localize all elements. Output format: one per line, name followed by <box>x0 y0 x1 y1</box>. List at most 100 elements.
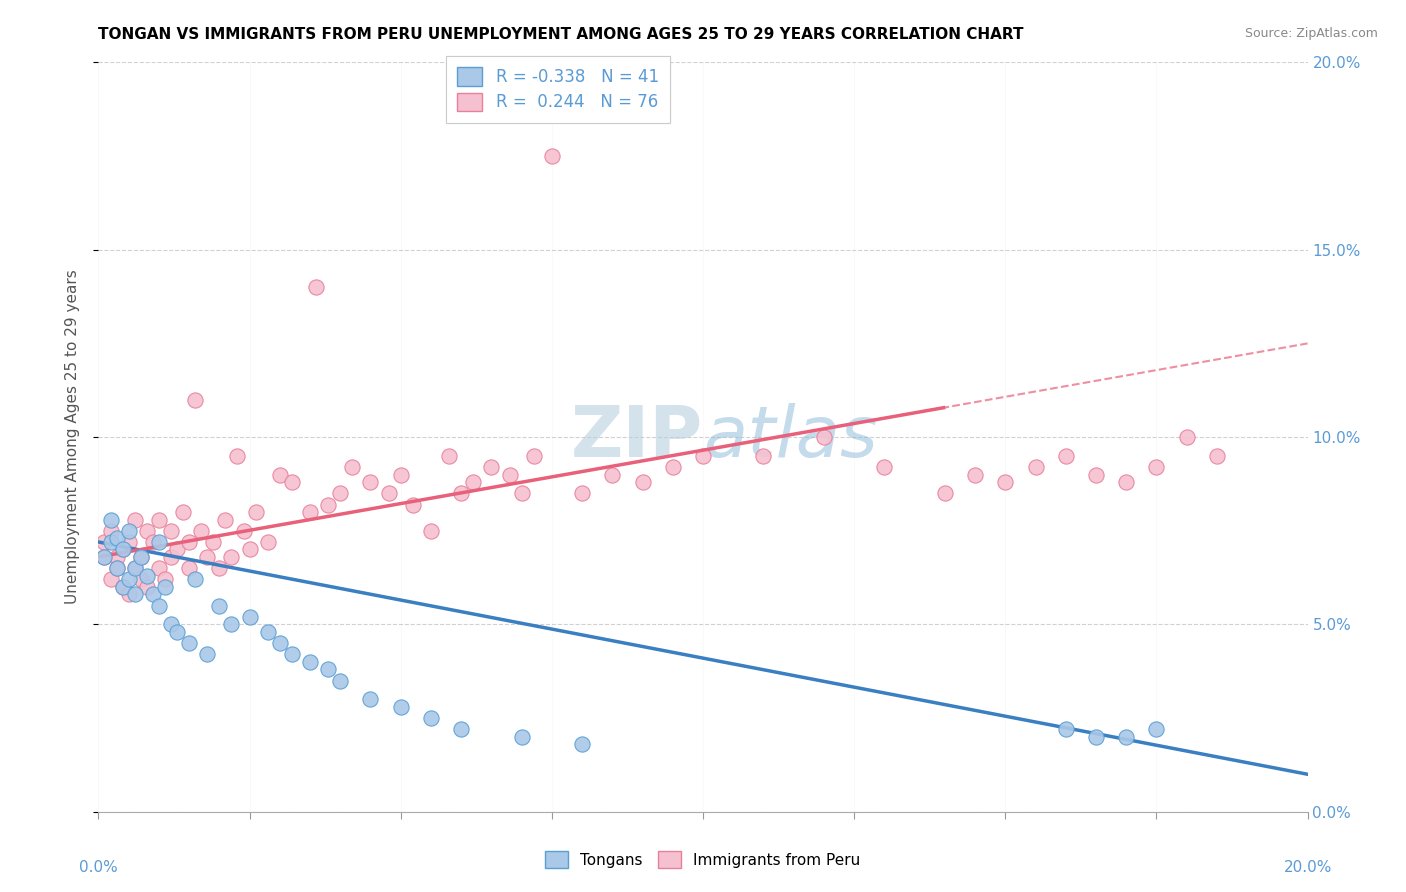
Point <box>100 573 122 587</box>
Point <box>129 549 152 564</box>
Point <box>208 561 231 575</box>
Point <box>195 648 218 662</box>
Point <box>281 475 304 489</box>
Point <box>1024 460 1046 475</box>
Point <box>692 449 714 463</box>
Point <box>93 549 115 564</box>
Point <box>179 636 201 650</box>
Point <box>571 737 593 751</box>
Point <box>305 280 328 294</box>
Point <box>111 542 134 557</box>
Point <box>1115 475 1137 489</box>
Point <box>111 580 134 594</box>
Point <box>420 711 443 725</box>
Point <box>208 599 231 613</box>
Point <box>148 561 170 575</box>
Point <box>221 549 243 564</box>
Point <box>100 535 122 549</box>
Point <box>100 512 122 526</box>
Point <box>202 535 225 549</box>
Point <box>450 723 472 737</box>
Point <box>540 149 562 163</box>
Point <box>281 648 304 662</box>
Point <box>360 475 382 489</box>
Point <box>965 467 987 482</box>
Point <box>420 524 443 538</box>
Point <box>360 692 382 706</box>
Point <box>377 486 399 500</box>
Point <box>105 549 128 564</box>
Point <box>342 460 364 475</box>
Point <box>299 505 322 519</box>
Point <box>160 549 183 564</box>
Point <box>316 498 339 512</box>
Point <box>214 512 236 526</box>
Point <box>602 467 624 482</box>
Point <box>118 535 141 549</box>
Point <box>160 524 183 538</box>
Point <box>124 561 146 575</box>
Point <box>1175 430 1198 444</box>
Point <box>100 524 122 538</box>
Point <box>299 655 322 669</box>
Point <box>389 699 412 714</box>
Point <box>232 524 254 538</box>
Text: TONGAN VS IMMIGRANTS FROM PERU UNEMPLOYMENT AMONG AGES 25 TO 29 YEARS CORRELATIO: TONGAN VS IMMIGRANTS FROM PERU UNEMPLOYM… <box>98 27 1024 42</box>
Point <box>129 573 152 587</box>
Point <box>934 486 956 500</box>
Point <box>118 524 141 538</box>
Point <box>135 524 157 538</box>
Point <box>166 624 188 639</box>
Point <box>498 467 520 482</box>
Point <box>269 467 291 482</box>
Point <box>221 617 243 632</box>
Point <box>226 449 249 463</box>
Point <box>1085 730 1108 744</box>
Text: 20.0%: 20.0% <box>1284 861 1331 875</box>
Point <box>239 542 262 557</box>
Point <box>437 449 460 463</box>
Point <box>571 486 593 500</box>
Point <box>142 535 165 549</box>
Point <box>256 535 278 549</box>
Text: Source: ZipAtlas.com: Source: ZipAtlas.com <box>1244 27 1378 40</box>
Point <box>1144 723 1167 737</box>
Point <box>463 475 485 489</box>
Point <box>813 430 835 444</box>
Point <box>179 561 201 575</box>
Point <box>481 460 503 475</box>
Point <box>179 535 201 549</box>
Point <box>118 587 141 601</box>
Point <box>105 531 128 545</box>
Text: atlas: atlas <box>703 402 877 472</box>
Legend: Tongans, Immigrants from Peru: Tongans, Immigrants from Peru <box>537 844 869 875</box>
Point <box>153 580 176 594</box>
Point <box>142 587 165 601</box>
Point <box>402 498 425 512</box>
Text: ZIP: ZIP <box>571 402 703 472</box>
Y-axis label: Unemployment Among Ages 25 to 29 years: Unemployment Among Ages 25 to 29 years <box>65 269 80 605</box>
Point <box>523 449 546 463</box>
Point <box>135 580 157 594</box>
Point <box>329 673 352 688</box>
Point <box>1054 449 1077 463</box>
Point <box>873 460 896 475</box>
Point <box>450 486 472 500</box>
Point <box>105 561 128 575</box>
Point <box>329 486 352 500</box>
Text: 0.0%: 0.0% <box>79 861 118 875</box>
Point <box>245 505 267 519</box>
Point <box>166 542 188 557</box>
Point <box>148 535 170 549</box>
Point <box>172 505 194 519</box>
Point <box>661 460 683 475</box>
Point <box>111 580 134 594</box>
Point <box>129 549 152 564</box>
Point <box>184 573 207 587</box>
Point <box>190 524 212 538</box>
Point <box>1085 467 1108 482</box>
Point <box>124 587 146 601</box>
Point <box>1144 460 1167 475</box>
Point <box>1206 449 1229 463</box>
Point <box>510 730 533 744</box>
